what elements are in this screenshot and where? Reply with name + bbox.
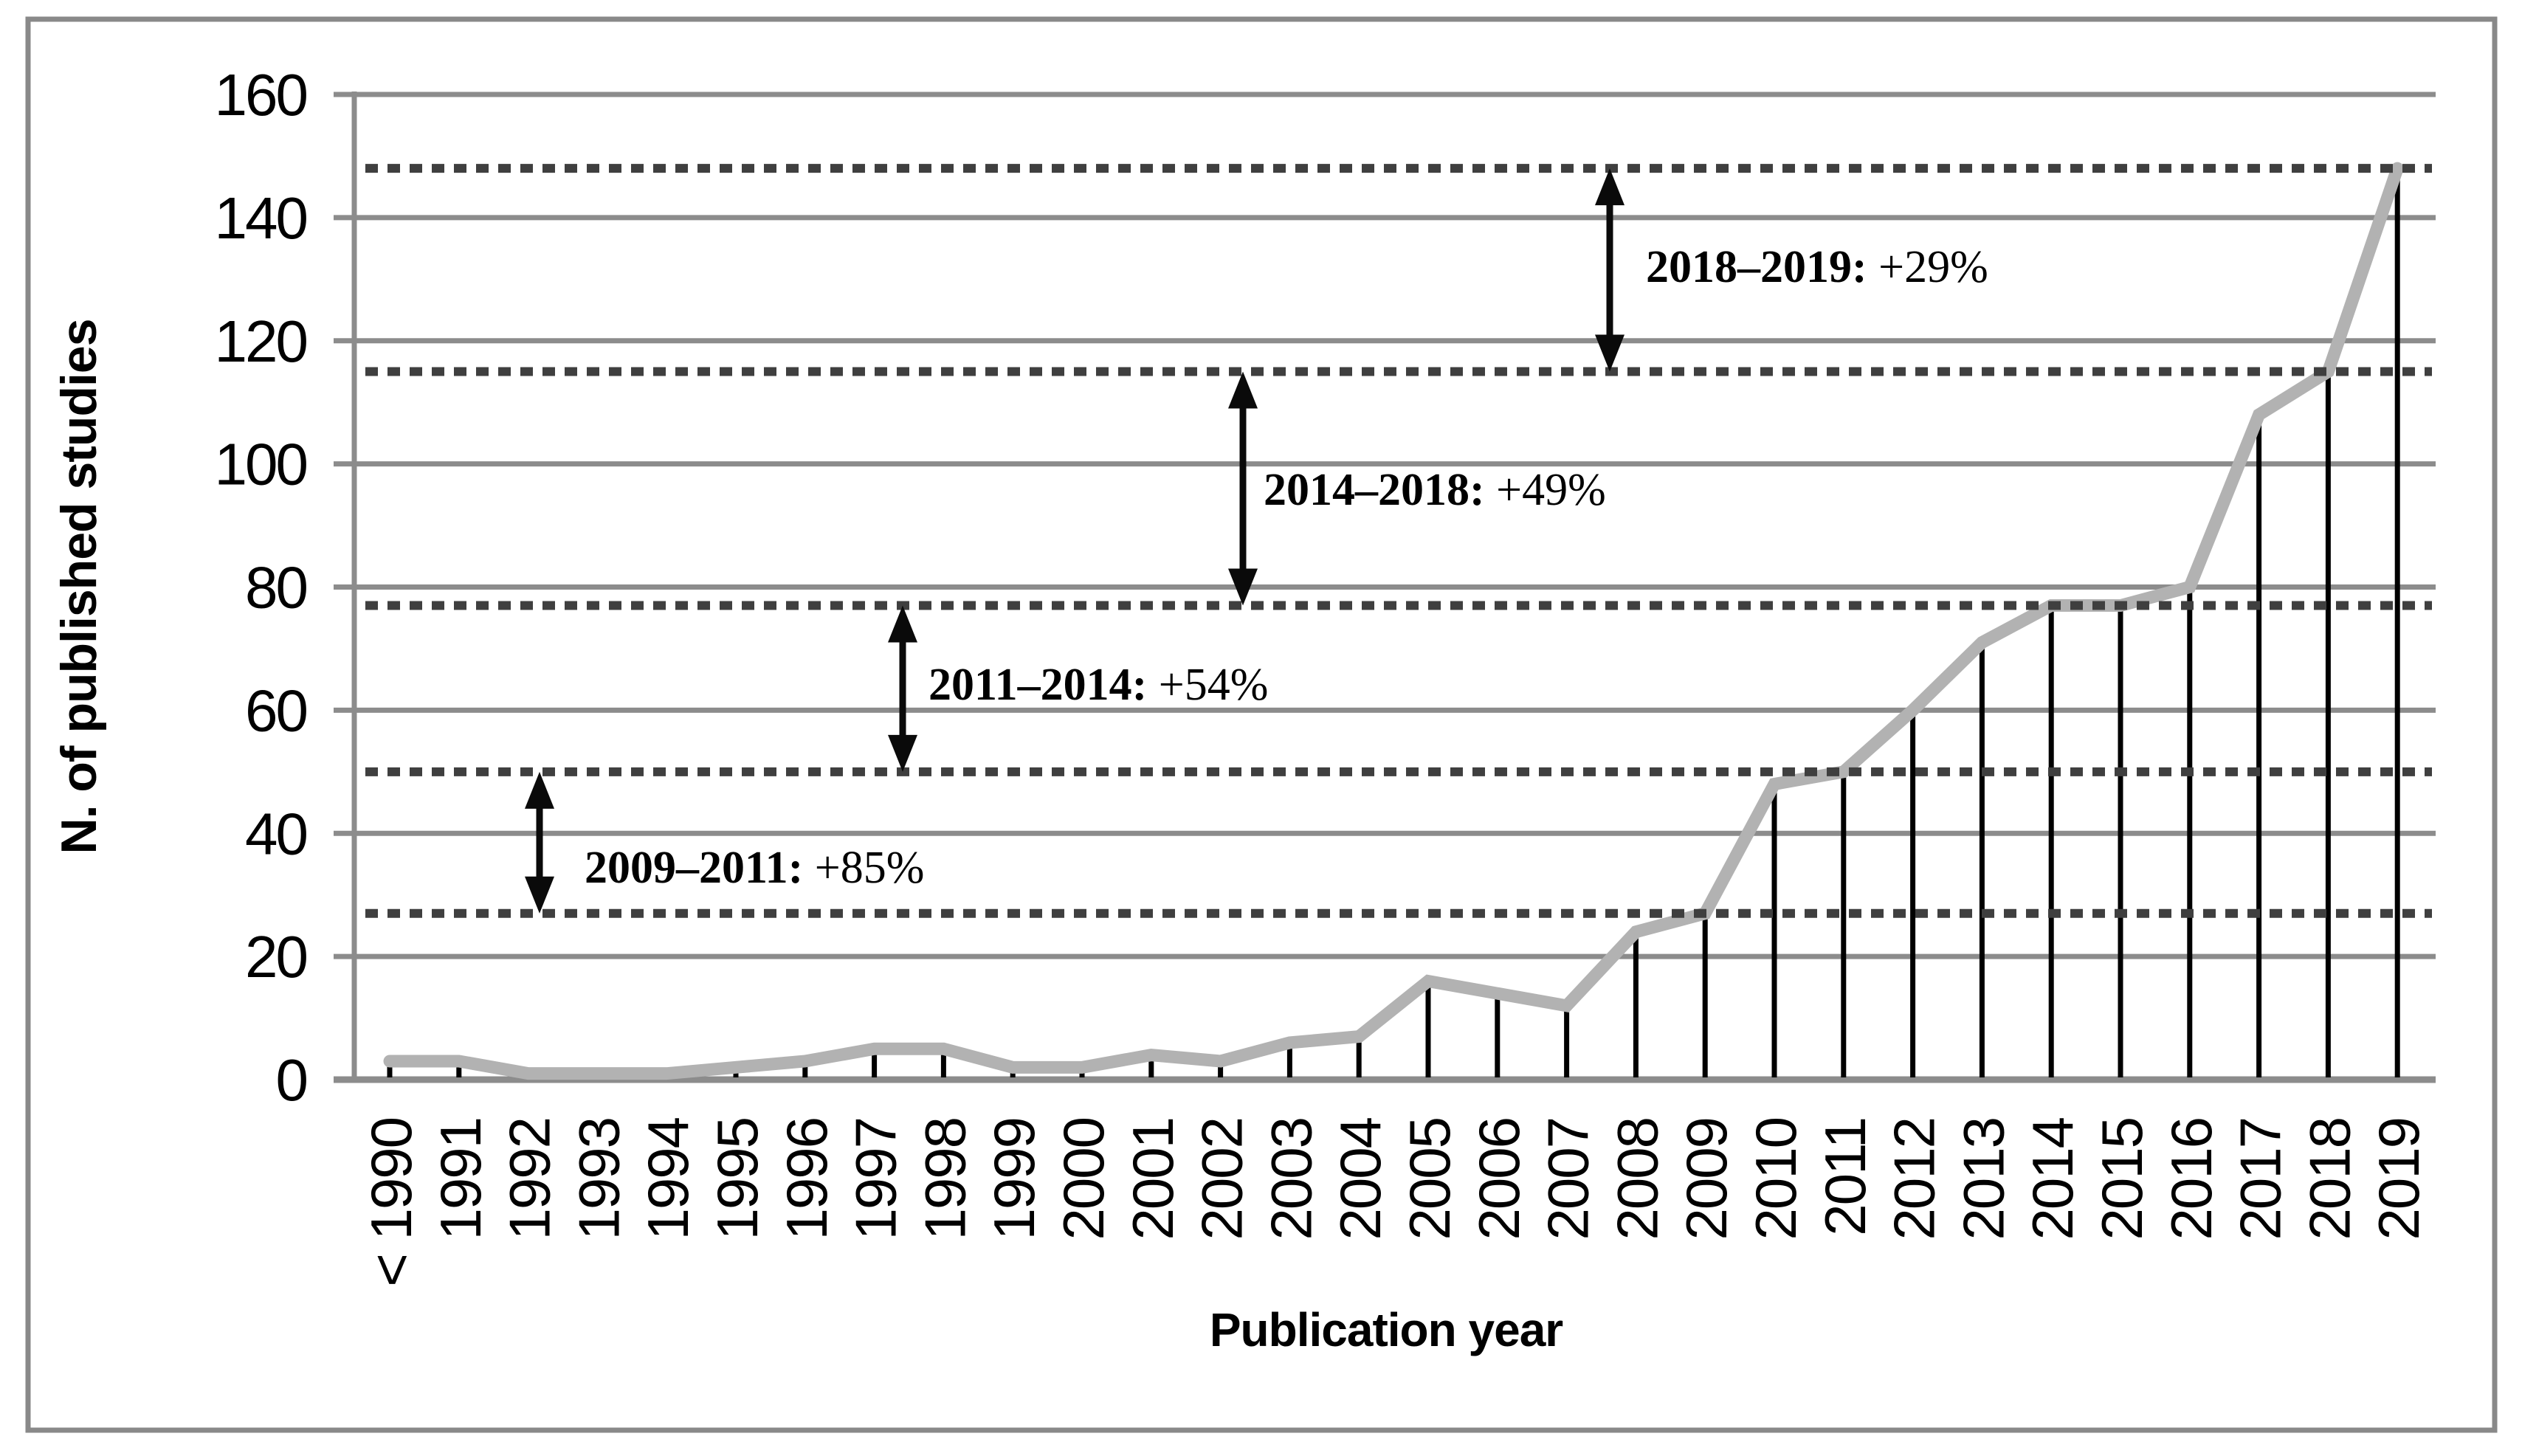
arrowhead-down — [1595, 334, 1625, 372]
growth-arrow — [1595, 168, 1625, 372]
x-tick-label: 1997 — [844, 1118, 909, 1241]
x-tick-label: 2000 — [1051, 1118, 1116, 1241]
x-tick-label: 2017 — [2228, 1118, 2293, 1241]
x-tick-label: 2006 — [1467, 1118, 1532, 1241]
y-tick-labels-layer: 0 20 40 60 80 100 120 140 160 — [215, 62, 309, 1113]
x-tick-label: 2018 — [2297, 1118, 2362, 1241]
y-tick-label: 140 — [215, 185, 307, 251]
growth-label-range: 2018–2019: — [1646, 242, 1867, 292]
x-tick-label: 1998 — [912, 1118, 977, 1241]
x-tick-label: 2001 — [1120, 1118, 1185, 1241]
x-tick-label: 2010 — [1743, 1118, 1808, 1241]
x-tick-label: 1993 — [566, 1118, 631, 1241]
growth-label-range: 2011–2014: — [928, 660, 1147, 710]
x-tick-label: 2012 — [1882, 1118, 1947, 1241]
arrowhead-up — [525, 771, 554, 809]
y-tick-label: 0 — [276, 1047, 307, 1113]
growth-label-range: 2014–2018: — [1264, 465, 1485, 515]
growth-label: 2014–2018: +49% — [1264, 465, 1606, 515]
x-tick-label: 2019 — [2366, 1118, 2431, 1241]
growth-label-percent: +85% — [803, 843, 924, 893]
x-tick-label: 2016 — [2159, 1118, 2224, 1241]
x-tick-label: 1992 — [497, 1118, 562, 1241]
y-tick-label: 40 — [245, 801, 306, 866]
gridlines-layer — [334, 92, 2436, 1083]
x-tick-label: 2014 — [2020, 1117, 2085, 1240]
y-tick-label: 60 — [245, 677, 306, 743]
x-tick-label: 2004 — [1328, 1117, 1393, 1240]
x-tick-label: 2008 — [1605, 1118, 1670, 1241]
y-tick-label: 100 — [215, 432, 307, 497]
growth-arrow — [525, 771, 554, 914]
growth-label: 2018–2019: +29% — [1646, 242, 1988, 292]
drop-lines-layer — [387, 167, 2400, 1077]
y-axis-title: N. of published studies — [51, 319, 107, 854]
x-tick-label: 2011 — [1813, 1118, 1878, 1236]
growth-arrows-layer — [525, 168, 1625, 914]
x-tick-label: 2013 — [1951, 1118, 2016, 1241]
y-tick-label: 80 — [245, 555, 306, 621]
arrowhead-up — [1228, 371, 1258, 409]
x-axis-title: Publication year — [1210, 1303, 1563, 1356]
x-tick-label: < 1990 — [359, 1118, 424, 1287]
growth-label-range: 2009–2011: — [585, 843, 803, 893]
x-tick-label: 2002 — [1190, 1118, 1255, 1241]
arrowhead-down — [1228, 568, 1258, 606]
x-tick-label: 2007 — [1536, 1118, 1601, 1241]
arrowhead-up — [888, 605, 917, 643]
growth-label-percent: +29% — [1867, 242, 1988, 292]
x-tick-label: 2003 — [1258, 1118, 1323, 1241]
dotted-reference-layer — [365, 164, 2432, 918]
x-tick-label: 2005 — [1397, 1118, 1462, 1241]
growth-label: 2009–2011: +85% — [585, 843, 924, 893]
x-tick-labels-layer: < 1990 1991 1992 1993 1994 1995 1996 1997 1998 19… — [359, 1117, 2431, 1286]
x-tick-label: 1995 — [705, 1118, 770, 1241]
x-tick-label: 1999 — [982, 1118, 1047, 1241]
growth-arrow — [888, 605, 917, 772]
y-tick-label: 120 — [215, 308, 307, 374]
growth-arrow — [1228, 371, 1258, 606]
x-tick-label: 2009 — [1674, 1118, 1739, 1241]
y-tick-label: 160 — [215, 62, 307, 128]
growth-label-percent: +54% — [1147, 660, 1268, 710]
y-tick-label: 20 — [245, 924, 306, 990]
x-tick-label: 1994 — [635, 1117, 700, 1240]
figure-border — [25, 16, 2498, 1433]
growth-labels-layer: 2009–2011: +85% 2011–2014: +54% 2014–2018:… — [585, 242, 1988, 893]
growth-label: 2011–2014: +54% — [928, 660, 1268, 710]
growth-label-percent: +49% — [1485, 465, 1606, 515]
arrowhead-down — [888, 734, 917, 772]
x-tick-label: 1991 — [428, 1118, 493, 1241]
arrowhead-down — [525, 876, 554, 914]
x-tick-label: 1996 — [774, 1118, 839, 1241]
data-line-layer — [383, 162, 2404, 1080]
published-studies-line — [383, 162, 2404, 1080]
arrowhead-up — [1595, 168, 1625, 206]
x-tick-label: 2015 — [2089, 1118, 2154, 1241]
